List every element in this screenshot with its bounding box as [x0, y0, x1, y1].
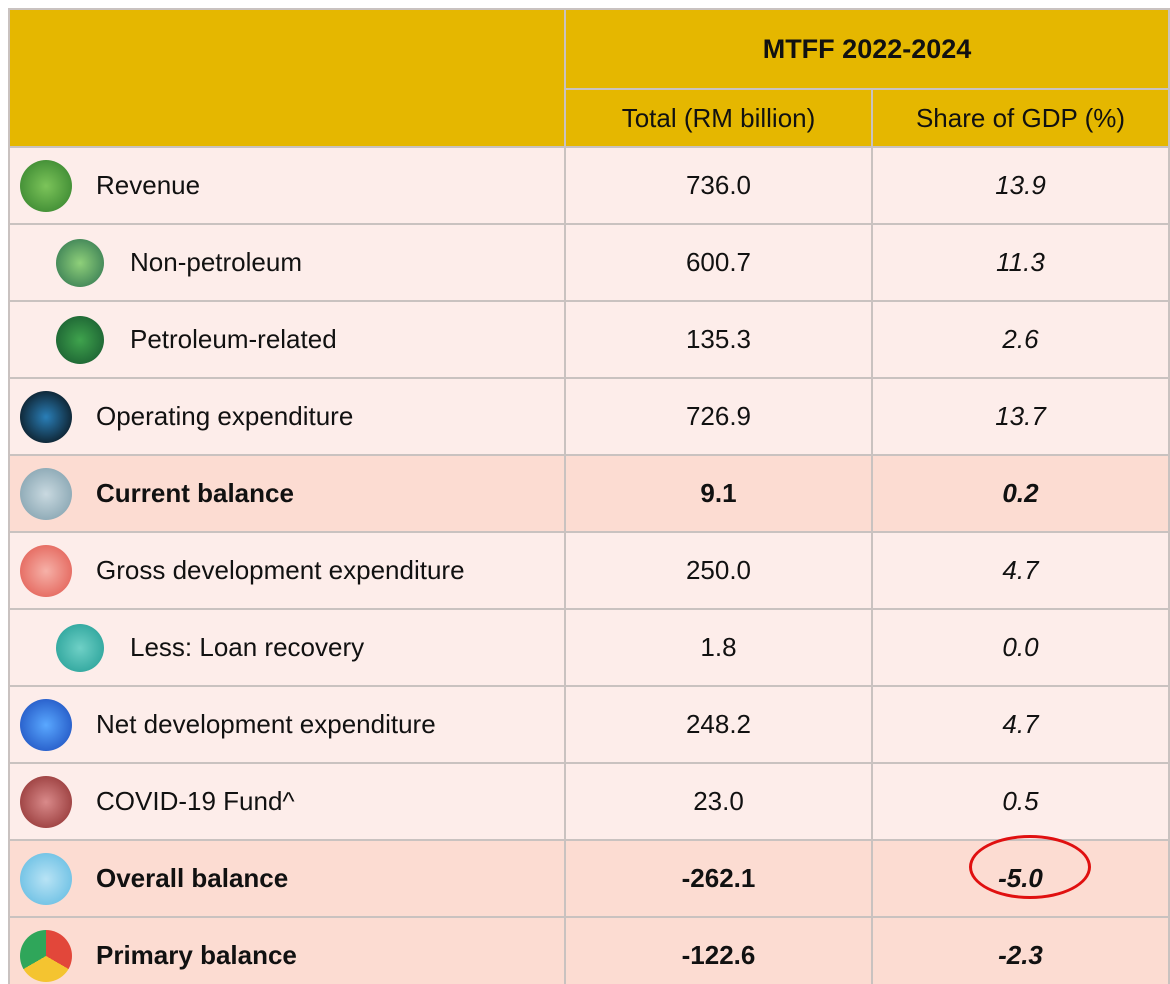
total-cell: 23.0: [564, 762, 873, 841]
share-cell: 11.3: [871, 223, 1170, 302]
row-icon: [20, 159, 72, 212]
row-icon: [20, 852, 72, 905]
row-label: Current balance: [10, 456, 564, 531]
total-cell: -122.6: [564, 916, 873, 984]
row-label: COVID-19 Fund^: [10, 764, 564, 839]
column-header: Share of GDP (%): [871, 88, 1170, 148]
table-row: Non-petroleum 600.7 11.3: [8, 223, 1170, 302]
table-row: Operating expenditure 726.9 13.7: [8, 377, 1170, 456]
row-label-cell: Primary balance: [8, 916, 566, 984]
row-icon: [20, 775, 72, 828]
row-label-text: Current balance: [96, 478, 294, 508]
share-cell: 0.0: [871, 608, 1170, 687]
row-label-text: Operating expenditure: [96, 401, 354, 431]
total-cell: 736.0: [564, 146, 873, 225]
row-label-cell: Less: Loan recovery: [8, 608, 566, 687]
share-cell: 0.2: [871, 454, 1170, 533]
share-cell: 4.7: [871, 685, 1170, 764]
row-label: Revenue: [10, 148, 564, 223]
table-row: Primary balance -122.6 -2.3: [8, 916, 1170, 984]
table-row: Gross development expenditure 250.0 4.7: [8, 531, 1170, 610]
total-cell: 1.8: [564, 608, 873, 687]
row-label-cell: Current balance: [8, 454, 566, 533]
table-container: MTFF 2022-2024 Total (RM billion) Share …: [8, 8, 1170, 984]
row-label-text: Less: Loan recovery: [130, 632, 365, 662]
total-cell: 135.3: [564, 300, 873, 379]
row-label-text: Overall balance: [96, 863, 289, 893]
table-row: COVID-19 Fund^ 23.0 0.5: [8, 762, 1170, 841]
row-label-cell: Operating expenditure: [8, 377, 566, 456]
row-label-cell: Non-petroleum: [8, 223, 566, 302]
row-label: Primary balance: [10, 918, 564, 984]
row-label-text: COVID-19 Fund^: [96, 786, 295, 816]
table-body: Revenue 736.0 13.9 Non-petroleum 600.7 11.3 Pe…: [8, 146, 1170, 984]
row-icon: [20, 390, 72, 443]
share-cell: 13.9: [871, 146, 1170, 225]
corner-cell: [8, 8, 566, 148]
table-row: Current balance 9.1 0.2: [8, 454, 1170, 533]
total-cell: 726.9: [564, 377, 873, 456]
row-icon: [20, 929, 72, 982]
row-label-text: Revenue: [96, 170, 201, 200]
share-cell: -2.3: [871, 916, 1170, 984]
total-cell: -262.1: [564, 839, 873, 918]
fiscal-table: MTFF 2022-2024 Total (RM billion) Share …: [8, 8, 1170, 984]
share-cell: 13.7: [871, 377, 1170, 456]
total-cell: 9.1: [564, 454, 873, 533]
row-label: Operating expenditure: [10, 379, 564, 454]
total-cell: 248.2: [564, 685, 873, 764]
row-label: Non-petroleum: [10, 225, 564, 300]
row-label-cell: COVID-19 Fund^: [8, 762, 566, 841]
row-label: Petroleum-related: [10, 302, 564, 377]
column-header: Total (RM billion): [564, 88, 873, 148]
table-row: Less: Loan recovery 1.8 0.0: [8, 608, 1170, 687]
row-label-text: Primary balance: [96, 940, 297, 970]
share-cell: 0.5: [871, 762, 1170, 841]
row-label-cell: Petroleum-related: [8, 300, 566, 379]
table-row: Net development expenditure 248.2 4.7: [8, 685, 1170, 764]
row-icon: [56, 315, 104, 364]
total-cell: 250.0: [564, 531, 873, 610]
total-cell: 600.7: [564, 223, 873, 302]
table-row: Revenue 736.0 13.9: [8, 146, 1170, 225]
highlight-circle: [969, 835, 1091, 899]
row-label: Net development expenditure: [10, 687, 564, 762]
row-label: Overall balance: [10, 841, 564, 916]
row-icon: [20, 698, 72, 751]
row-label-cell: Overall balance: [8, 839, 566, 918]
share-cell: 2.6: [871, 300, 1170, 379]
row-label: Less: Loan recovery: [10, 610, 564, 685]
row-icon: [56, 623, 104, 672]
row-label-text: Gross development expenditure: [96, 555, 465, 585]
row-label-text: Net development expenditure: [96, 709, 436, 739]
table-row: Petroleum-related 135.3 2.6: [8, 300, 1170, 379]
row-label-cell: Revenue: [8, 146, 566, 225]
row-icon: [56, 238, 104, 287]
row-icon: [20, 544, 72, 597]
header-title: MTFF 2022-2024: [564, 8, 1170, 90]
row-label-cell: Gross development expenditure: [8, 531, 566, 610]
share-cell: 4.7: [871, 531, 1170, 610]
row-label-cell: Net development expenditure: [8, 685, 566, 764]
row-icon: [20, 467, 72, 520]
row-label-text: Non-petroleum: [130, 247, 302, 277]
row-label: Gross development expenditure: [10, 533, 564, 608]
row-label-text: Petroleum-related: [130, 324, 337, 354]
